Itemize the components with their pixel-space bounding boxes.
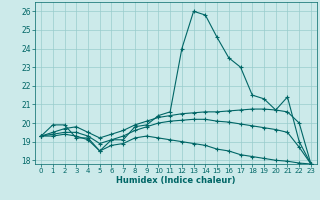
X-axis label: Humidex (Indice chaleur): Humidex (Indice chaleur)	[116, 176, 236, 185]
